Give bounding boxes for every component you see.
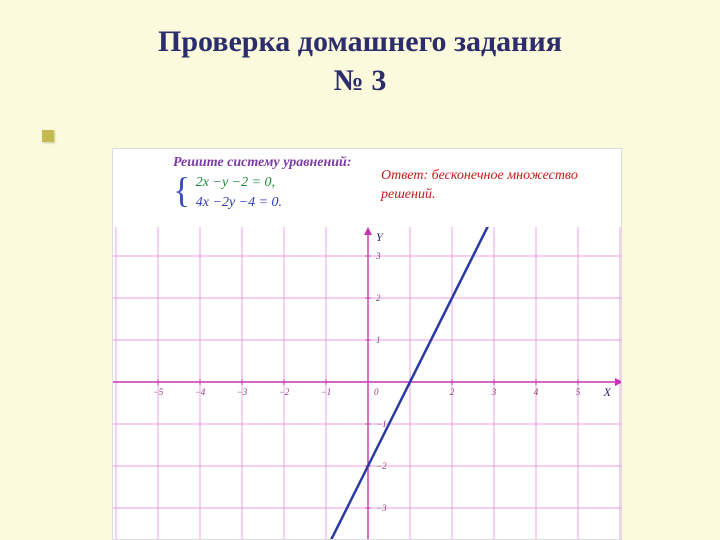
svg-text:−1: −1	[376, 419, 387, 429]
svg-text:3: 3	[375, 251, 381, 261]
answer-text: Ответ: бесконечное множество решений.	[381, 167, 591, 205]
svg-text:−2: −2	[376, 461, 387, 471]
svg-text:−5: −5	[153, 387, 164, 397]
svg-text:−2: −2	[279, 387, 290, 397]
bullet-marker	[42, 130, 54, 142]
svg-text:2: 2	[450, 387, 455, 397]
svg-text:−3: −3	[376, 503, 387, 513]
svg-text:−3: −3	[237, 387, 248, 397]
svg-text:5: 5	[576, 387, 581, 397]
svg-text:0: 0	[374, 387, 379, 397]
svg-text:2: 2	[376, 293, 381, 303]
svg-text:1: 1	[376, 335, 381, 345]
svg-text:3: 3	[491, 387, 497, 397]
svg-text:−4: −4	[195, 387, 206, 397]
equation-1: 2x −y −2 = 0,	[196, 175, 275, 190]
page-title-line2: № 3	[0, 61, 720, 100]
system-brace: {	[173, 173, 190, 207]
content-box: Решите систему уравнений: { 2x −y −2 = 0…	[112, 148, 622, 540]
coordinate-graph: −5−4−3−2−102345−3−2−1123XY	[113, 227, 622, 540]
page-title-line1: Проверка домашнего задания	[0, 22, 720, 61]
svg-text:−1: −1	[321, 387, 332, 397]
problem-header: Решите систему уравнений: { 2x −y −2 = 0…	[113, 149, 621, 227]
svg-text:X: X	[603, 385, 612, 399]
equation-2: 4x −2y −4 = 0.	[196, 195, 282, 210]
svg-text:4: 4	[534, 387, 539, 397]
